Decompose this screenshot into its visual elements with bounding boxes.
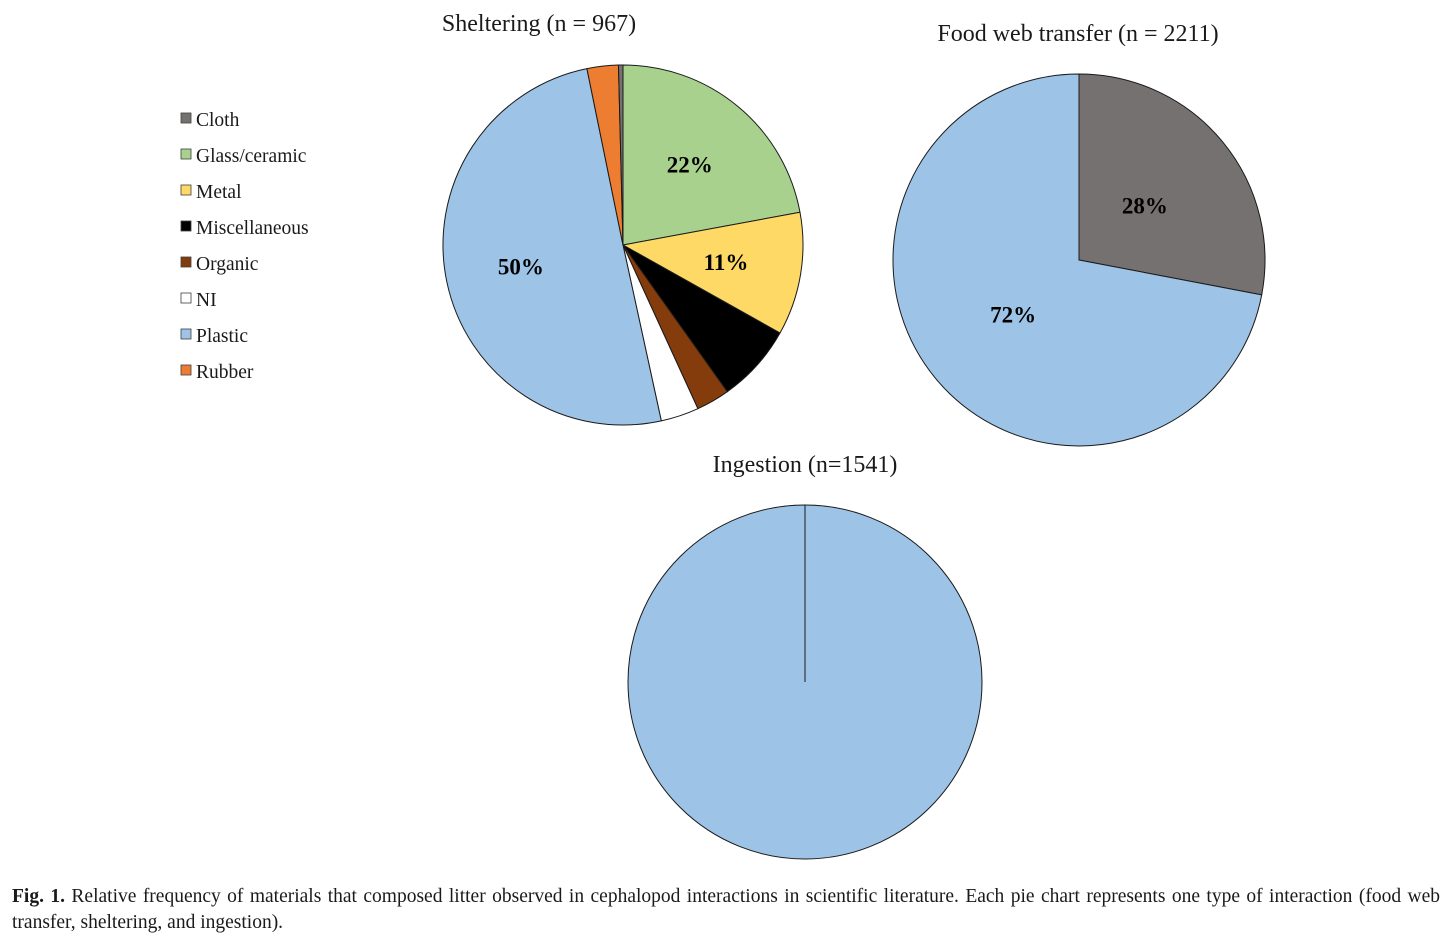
- legend-swatch-glass-ceramic: [180, 148, 192, 160]
- figure-caption-label: Fig. 1.: [12, 886, 65, 907]
- pie-data-label-plastic: 72%: [990, 303, 1036, 328]
- legend: Cloth Glass/ceramic Metal Miscellaneous Orga…: [180, 110, 309, 383]
- legend-item-metal: Metal: [180, 182, 242, 203]
- pie-chart-food-web-transfer: 28% 72%: [892, 73, 1266, 447]
- legend-item-organic: Organic: [180, 254, 259, 275]
- pie-chart-ingestion: [627, 504, 983, 860]
- pie-title-sheltering: Sheltering (n = 967): [442, 11, 636, 37]
- legend-label-miscellaneous: Miscellaneous: [196, 218, 309, 239]
- figure-caption-text: Relative frequency of materials that com…: [12, 886, 1440, 933]
- pie-slice-cloth: [1078, 73, 1266, 296]
- legend-item-miscellaneous: Miscellaneous: [180, 218, 309, 239]
- legend-item-cloth: Cloth: [180, 110, 240, 131]
- legend-label-glass-ceramic: Glass/ceramic: [196, 146, 307, 167]
- legend-swatch-miscellaneous: [180, 220, 192, 232]
- legend-swatch-cloth: [180, 112, 192, 124]
- legend-item-plastic: Plastic: [180, 326, 248, 347]
- legend-label-ni: NI: [196, 290, 217, 311]
- legend-swatch-ni: [180, 292, 192, 304]
- legend-label-plastic: Plastic: [196, 326, 248, 347]
- pie-data-label-glass-ceramic: 22%: [667, 153, 713, 178]
- legend-swatch-plastic: [180, 328, 192, 340]
- legend-label-rubber: Rubber: [196, 362, 254, 383]
- legend-swatch-organic: [180, 256, 192, 268]
- legend-swatch-rubber: [180, 364, 192, 376]
- legend-item-rubber: Rubber: [180, 362, 254, 383]
- pie-slice-plastic: [892, 73, 1263, 447]
- pie-data-label-cloth: 28%: [1122, 193, 1168, 218]
- pie-slice-glass-ceramic: [622, 64, 801, 246]
- pie-data-label-plastic: 50%: [498, 255, 544, 280]
- legend-item-glass-ceramic: Glass/ceramic: [180, 146, 307, 167]
- figure-caption: Fig. 1. Relative frequency of materials …: [12, 884, 1440, 936]
- pie-title-food-web-transfer: Food web transfer (n = 2211): [937, 21, 1218, 47]
- pie-slice-metal: [622, 211, 804, 334]
- figure-canvas: Cloth Glass/ceramic Metal Miscellaneous Orga…: [180, 11, 1266, 860]
- legend-label-metal: Metal: [196, 182, 242, 203]
- legend-item-ni: NI: [180, 290, 217, 311]
- legend-label-cloth: Cloth: [196, 110, 240, 131]
- pie-slice-plastic: [442, 68, 662, 426]
- pie-slice-cloth: [617, 64, 624, 246]
- pie-title-ingestion: Ingestion (n=1541): [713, 452, 898, 478]
- legend-label-organic: Organic: [196, 254, 259, 275]
- legend-swatch-metal: [180, 184, 192, 196]
- pie-data-label-metal: 11%: [704, 250, 749, 275]
- pie-chart-sheltering: 22% 11% 50%: [442, 64, 804, 426]
